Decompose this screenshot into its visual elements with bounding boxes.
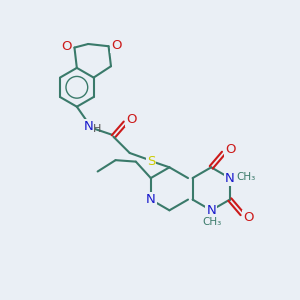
Text: O: O <box>243 211 254 224</box>
Text: O: O <box>62 40 72 53</box>
Text: S: S <box>147 155 155 168</box>
Text: O: O <box>127 113 137 126</box>
Text: CH₃: CH₃ <box>237 172 256 182</box>
Text: N: N <box>206 204 216 217</box>
Text: N: N <box>146 193 156 206</box>
Text: CH₃: CH₃ <box>202 217 221 227</box>
Text: N: N <box>84 120 94 133</box>
Text: N: N <box>225 172 235 184</box>
Text: O: O <box>111 39 121 52</box>
Text: H: H <box>93 124 101 134</box>
Text: O: O <box>225 143 235 156</box>
